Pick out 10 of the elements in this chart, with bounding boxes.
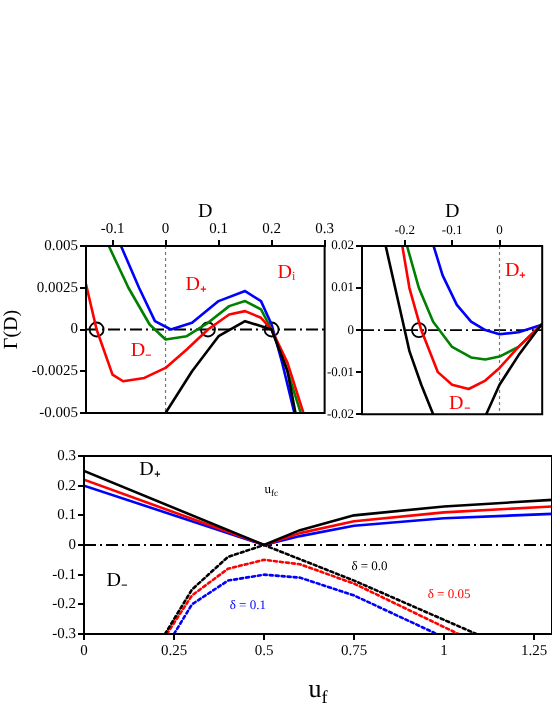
x-axis-title: D xyxy=(198,201,213,224)
annotation: Dᵢ xyxy=(277,261,297,284)
annotation: D₋ xyxy=(449,393,472,416)
x-axis-title: D xyxy=(444,201,460,224)
annotation: D₊ xyxy=(185,273,208,296)
annotation: D₋ xyxy=(106,569,129,592)
annotation: D₊ xyxy=(504,260,528,283)
annotation: D₋ xyxy=(130,340,154,363)
y-axis-title: Γ(D) xyxy=(1,309,24,350)
annotation: D₊ xyxy=(139,459,162,482)
